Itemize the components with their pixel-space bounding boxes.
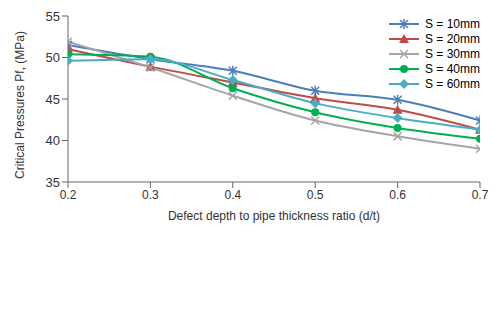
svg-text:0.7: 0.7 [472,188,489,202]
svg-text:50: 50 [46,50,60,65]
html-text:S = 20mm: S = 20mm [425,31,480,46]
svg-text:0.3: 0.3 [142,188,159,202]
svg-text:45: 45 [46,92,60,107]
svg-text:0.2: 0.2 [60,188,77,202]
svg-text:0.4: 0.4 [224,188,241,202]
html-text:S = 10mm: S = 10mm [425,16,480,31]
html-text:S = 30mm: S = 30mm [425,46,480,61]
svg-text:35: 35 [46,175,60,190]
svg-text:40: 40 [46,133,60,148]
svg-text:55: 55 [46,9,60,24]
svg-text:0.6: 0.6 [389,188,406,202]
html-text:S = 40mm: S = 40mm [425,61,480,76]
svg-text:Defect depth to pipe thickness: Defect depth to pipe thickness ratio (d/… [168,209,380,223]
svg-text:Critical Pressures Pf, (MPa): Critical Pressures Pf, (MPa) [13,31,27,179]
svg-text:0.5: 0.5 [307,188,324,202]
html-text:S = 60mm: S = 60mm [425,76,480,91]
